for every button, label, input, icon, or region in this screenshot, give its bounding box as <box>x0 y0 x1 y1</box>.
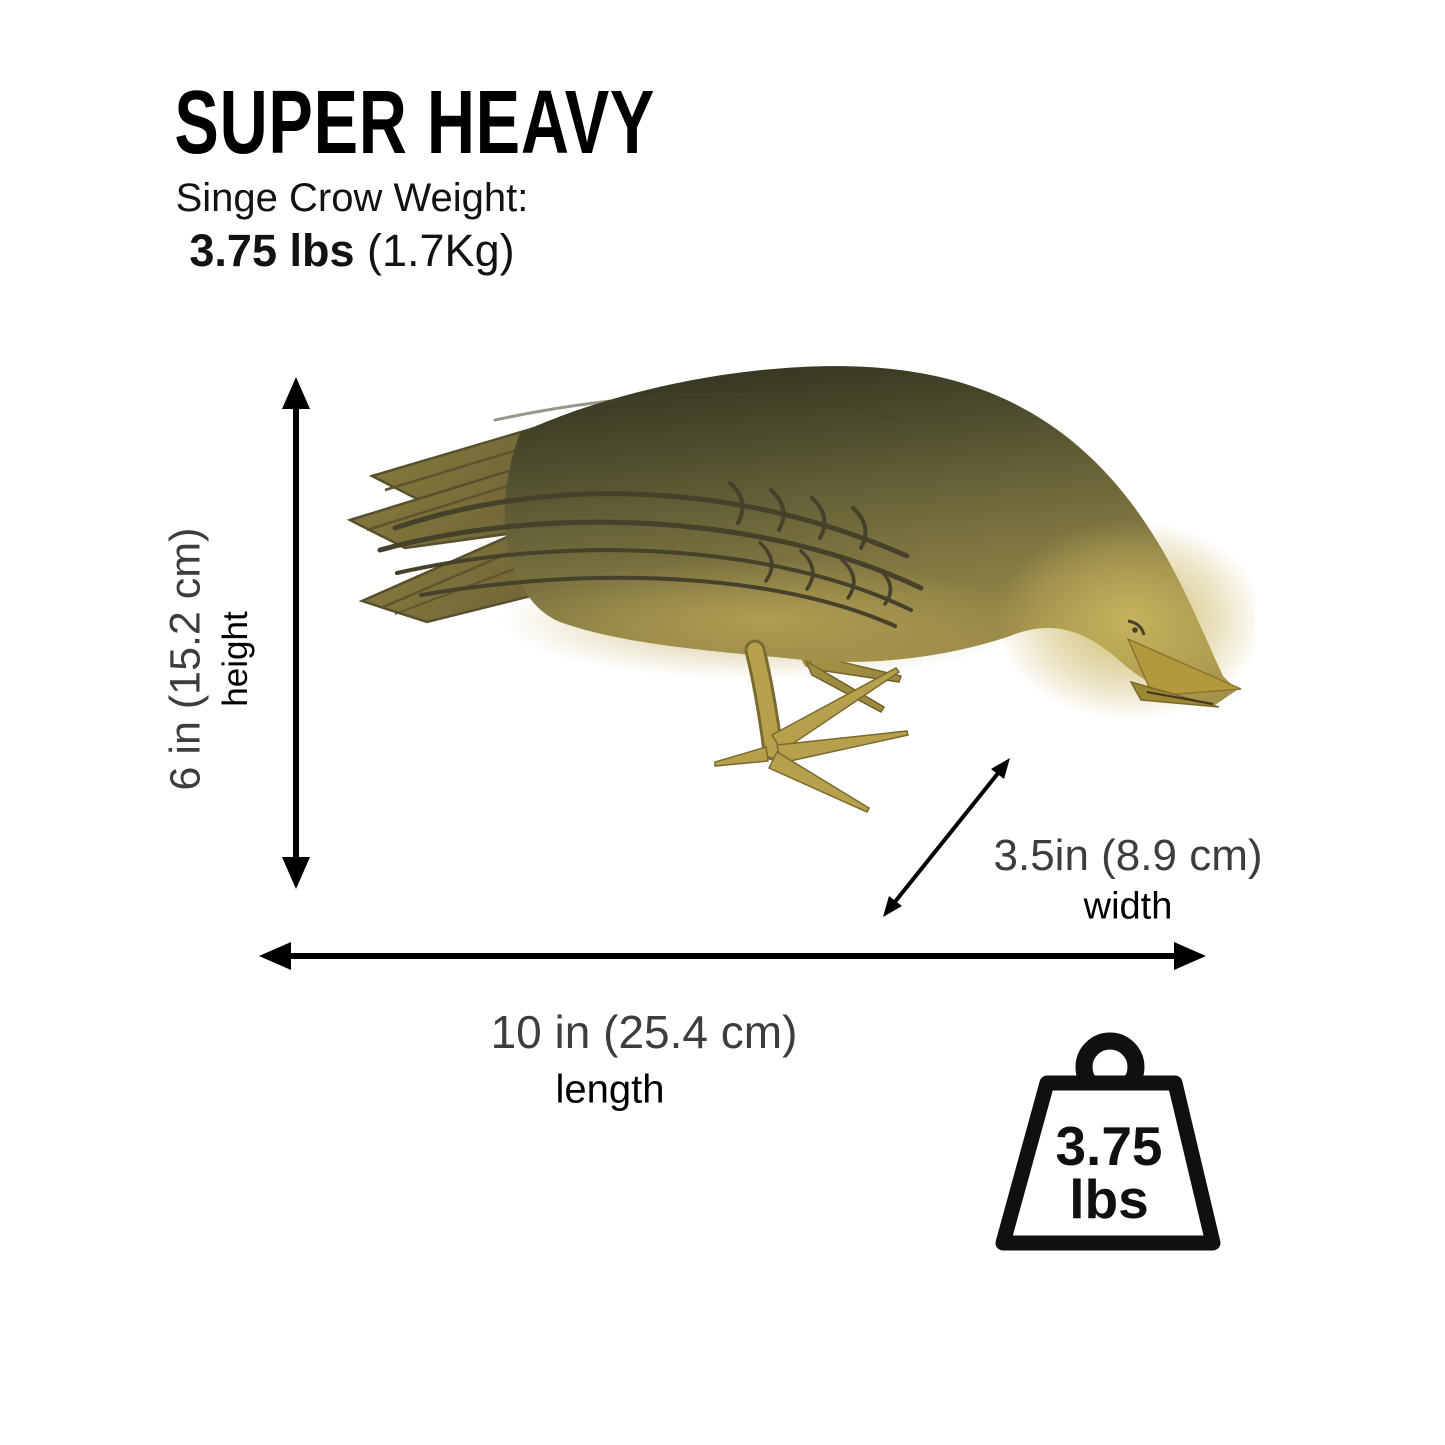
crow-belly-highlight <box>500 560 1030 680</box>
weight-badge-value: 3.75 <box>1055 1115 1162 1177</box>
length-arrow <box>259 942 1206 970</box>
height-arrow <box>282 377 310 889</box>
weight-metric: (1.7Kg) <box>354 225 515 276</box>
page-title: SUPER HEAVY <box>90 78 654 168</box>
width-arrow <box>883 758 1010 917</box>
crow-front-foot <box>714 639 909 813</box>
crow-wing-feathers <box>377 393 924 628</box>
weight-line: 3.75 lbs (1.7Kg) <box>90 226 614 276</box>
width-label: width <box>1083 885 1173 928</box>
bronze-crow-statue-photo <box>346 366 1255 813</box>
width-value: 3.5in (8.9 cm) <box>993 831 1263 880</box>
length-label: length <box>555 1067 665 1112</box>
height-value: 6 in (15.2 cm) <box>161 527 210 791</box>
crow-beak <box>1126 637 1242 708</box>
weight-block-icon: 3.75 lbs <box>995 1032 1221 1251</box>
length-value: 10 in (25.4 cm) <box>490 1006 798 1058</box>
height-label: height <box>216 611 255 707</box>
weight-subtitle: Singe Crow Weight: <box>175 176 529 220</box>
page-title-text: SUPER HEAVY <box>174 73 656 173</box>
weight-badge-unit: lbs <box>1069 1168 1148 1230</box>
crow-eye <box>1127 619 1146 636</box>
header: SUPER HEAVY Singe Crow Weight: 3.75 lbs … <box>90 78 654 276</box>
weight-value: 3.75 lbs <box>189 225 355 276</box>
